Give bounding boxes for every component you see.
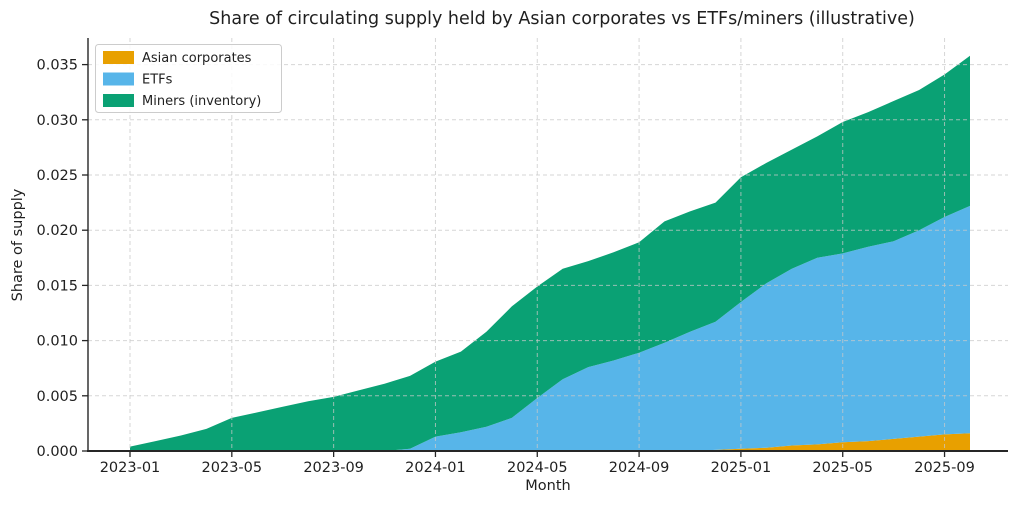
x-tick-label: 2023-01 [100,460,161,476]
x-tick-label: 2025-09 [914,460,975,476]
y-tick-label: 0.020 [36,223,78,239]
y-tick-label: 0.015 [36,278,78,294]
area-miners-inventory- [130,55,970,452]
grid-layer [88,38,1008,452]
legend-swatch-miners-inventory- [103,94,134,107]
x-tick-label: 2024-01 [405,460,466,476]
y-tick-label: 0.025 [36,168,78,184]
area-asian-corporates [130,433,970,451]
legend-swatch-asian-corporates [103,51,134,64]
tick-label-layer: 2023-01 2023-05 2023-09 2024-01 2024-05 2024-… [36,58,974,476]
y-tick-label: 0.010 [36,334,78,350]
y-tick-label: 0.030 [36,113,78,129]
y-axis-label: Share of supply [10,188,26,301]
y-tick-label: 0.000 [36,444,78,460]
area-series-layer [130,55,970,452]
x-tick-label: 2023-05 [202,460,263,476]
legend-label-miners-inventory-: Miners (inventory) [142,94,261,109]
y-tick-label: 0.035 [36,58,78,74]
y-tick-label: 0.005 [36,389,78,405]
legend-label-asian-corporates: Asian corporates [142,51,252,66]
x-tick-label: 2025-05 [812,460,873,476]
chart-title: Share of circulating supply held by Asia… [209,9,915,29]
area-etfs [130,205,970,451]
legend: Asian corporates ETFs Miners (inventory) [95,44,282,113]
x-tick-label: 2024-05 [507,460,568,476]
x-axis-label: Month [525,478,570,494]
legend-frame [95,44,282,113]
x-tick-label: 2024-09 [609,460,670,476]
x-tick-label: 2023-09 [303,460,364,476]
legend-label-etfs: ETFs [142,73,173,88]
axes-layer [82,38,1008,457]
legend-swatch-etfs [103,72,134,86]
x-tick-label: 2025-01 [711,460,772,476]
